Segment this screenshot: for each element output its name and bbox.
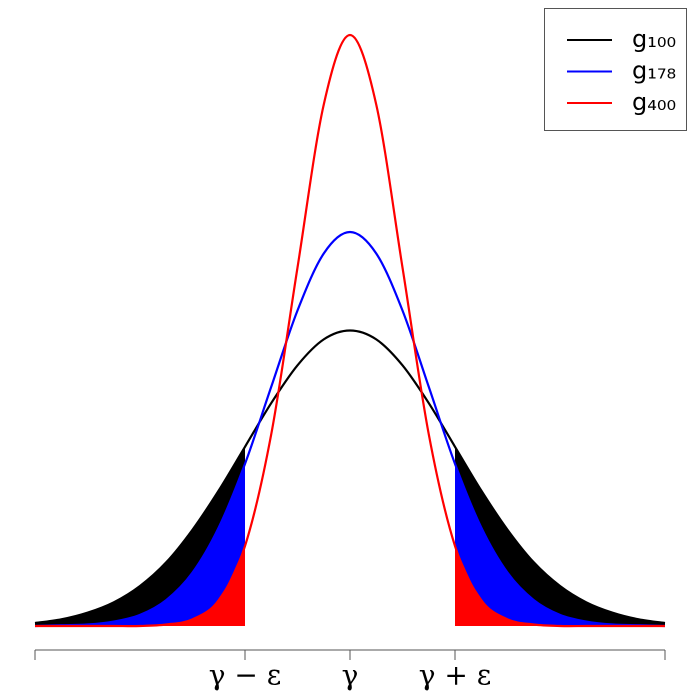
tail-area xyxy=(35,546,245,627)
tail-area xyxy=(455,546,665,627)
tail-fills xyxy=(35,446,665,627)
tail-area xyxy=(35,463,245,626)
legend-box xyxy=(544,8,687,131)
curves xyxy=(34,33,666,628)
x-tick-label: γ + ε xyxy=(419,659,492,692)
density-curve xyxy=(34,329,666,625)
legend-label: g₁₀₀ xyxy=(632,25,676,53)
density-curve xyxy=(35,33,665,628)
x-tick-label: γ − ε xyxy=(209,659,282,692)
tail-area xyxy=(455,463,665,626)
x-tick-label: γ xyxy=(342,659,359,692)
density-curve xyxy=(34,230,666,628)
legend-label: g₄₀₀ xyxy=(632,88,676,116)
legend-label: g₁₇₈ xyxy=(632,57,676,85)
